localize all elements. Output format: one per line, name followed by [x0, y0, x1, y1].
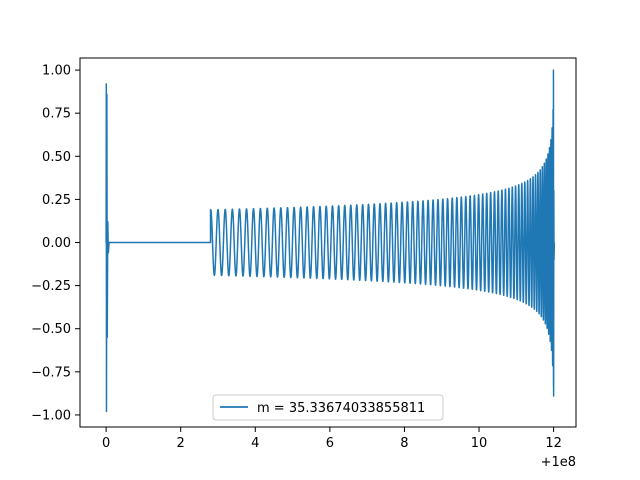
x-tick-label: 2 — [177, 436, 185, 451]
y-tick-label: 0.25 — [42, 193, 71, 208]
y-tick-label: −1.00 — [31, 408, 71, 423]
y-tick-label: 0.00 — [42, 236, 71, 251]
x-tick-label: 12 — [545, 436, 562, 451]
x-tick-label: 10 — [471, 436, 488, 451]
y-tick-label: 0.75 — [42, 107, 71, 122]
y-tick-label: −0.50 — [31, 322, 71, 337]
x-tick-label: 8 — [400, 436, 408, 451]
legend-box — [212, 394, 444, 421]
y-tick-label: −0.75 — [31, 365, 71, 380]
x-tick-label: 4 — [251, 436, 259, 451]
y-tick-label: 1.00 — [42, 64, 71, 79]
legend-label: m = 35.33674033855811 — [257, 401, 425, 416]
y-tick-label: −0.25 — [31, 279, 71, 294]
plot-area — [105, 69, 556, 413]
y-tick-label: 0.50 — [42, 150, 71, 165]
x-tick-label: 0 — [102, 436, 110, 451]
x-axis: 0 2 4 6 8 10 12 — [102, 427, 562, 451]
legend: m = 35.33674033855811 — [212, 394, 444, 421]
x-tick-label: 6 — [326, 436, 334, 451]
y-axis: −1.00 −0.75 −0.50 −0.25 0.00 0.25 0.50 0.75 1.00 — [31, 64, 80, 423]
x-offset-label: +1e8 — [541, 455, 576, 470]
series-line — [105, 69, 556, 413]
